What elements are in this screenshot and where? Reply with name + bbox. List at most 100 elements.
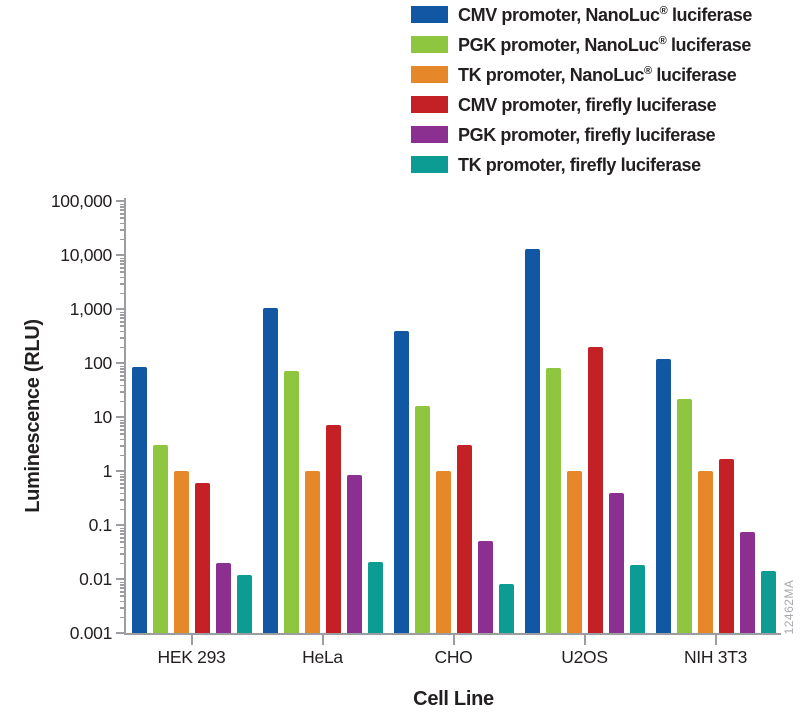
bar-series2-u2os	[545, 368, 561, 633]
y-minor-tick	[120, 391, 126, 393]
y-minor-tick	[120, 473, 126, 475]
bar-series5-hek293	[215, 562, 231, 633]
y-minor-tick	[120, 541, 126, 543]
y-minor-tick	[120, 429, 126, 431]
x-category-label: U2OS	[561, 647, 608, 667]
y-minor-tick	[120, 257, 126, 259]
y-major-tick	[116, 632, 126, 634]
x-category-tick	[583, 635, 586, 645]
y-minor-tick	[120, 492, 126, 494]
bar-series2-hek293	[152, 445, 168, 633]
y-minor-tick	[120, 527, 126, 529]
legend-label: PGK promoter, NanoLuc® luciferase	[458, 35, 751, 55]
y-minor-tick	[120, 537, 126, 539]
legend-label: TK promoter, NanoLuc® luciferase	[458, 65, 737, 85]
y-minor-tick	[120, 292, 126, 295]
bar-series4-nih3t3	[718, 458, 734, 633]
y-minor-tick	[120, 311, 126, 313]
y-major-tick	[116, 362, 126, 364]
y-minor-tick	[120, 384, 126, 386]
bar-series3-hela	[304, 471, 320, 633]
bar-series5-hela	[346, 474, 362, 633]
x-category-tick	[452, 635, 455, 645]
y-minor-tick	[120, 607, 126, 609]
legend-swatch-icon	[411, 96, 448, 113]
y-tick-label: 1,000	[69, 299, 113, 319]
x-category-label: NIH 3T3	[683, 647, 748, 667]
bar-series1-hek293	[131, 366, 147, 633]
legend-swatch-icon	[411, 156, 448, 173]
y-tick-label: 0.01	[79, 569, 112, 589]
y-major-tick	[116, 524, 126, 526]
y-minor-tick	[120, 206, 126, 208]
y-minor-tick	[120, 325, 126, 327]
x-category-tick	[321, 635, 324, 645]
y-minor-tick	[120, 595, 126, 597]
y-minor-tick	[120, 375, 126, 377]
bar-series6-cho	[498, 584, 514, 633]
y-major-tick	[116, 254, 126, 256]
y-major-tick	[116, 200, 126, 202]
legend-label: PGK promoter, firefly luciferase	[458, 125, 716, 145]
y-minor-tick	[120, 365, 126, 367]
bar-series3-cho	[435, 471, 451, 633]
y-minor-tick	[120, 337, 126, 339]
y-minor-tick	[120, 581, 126, 583]
y-minor-tick	[120, 203, 126, 205]
y-minor-tick	[120, 499, 126, 501]
legend-label: TK promoter, firefly luciferase	[458, 155, 701, 175]
y-tick-label: 10,000	[60, 245, 112, 265]
y-minor-tick	[120, 271, 126, 273]
bar-series6-hela	[367, 561, 383, 633]
y-minor-tick	[120, 445, 126, 447]
watermark: 12462MA	[782, 579, 796, 635]
y-minor-tick	[120, 530, 126, 532]
x-category-tick	[190, 635, 193, 645]
bar-series5-cho	[477, 541, 493, 633]
y-minor-tick	[120, 263, 126, 265]
y-minor-tick	[120, 584, 126, 586]
bar-series1-hela	[262, 307, 278, 633]
y-minor-tick	[120, 508, 126, 511]
legend-swatch-icon	[411, 6, 448, 23]
y-minor-tick	[120, 368, 126, 370]
y-tick-label: 100	[83, 353, 113, 373]
bar-series5-u2os	[608, 492, 624, 633]
registered-trademark-symbol: ®	[644, 65, 652, 77]
bar-series1-cho	[393, 330, 409, 633]
x-axis-line	[124, 633, 781, 635]
y-major-tick	[116, 470, 126, 472]
y-minor-tick	[120, 260, 126, 262]
registered-trademark-symbol: ®	[659, 5, 668, 17]
y-minor-tick	[120, 422, 126, 424]
bar-series6-hek293	[236, 574, 252, 633]
legend-label: CMV promoter, NanoLuc® luciferase	[458, 5, 752, 25]
y-minor-tick	[120, 553, 126, 555]
y-minor-tick	[120, 276, 126, 278]
y-tick-label: 0.1	[88, 515, 113, 535]
y-minor-tick	[120, 476, 126, 478]
y-minor-tick	[120, 546, 126, 548]
y-minor-tick	[120, 616, 126, 619]
y-tick-label: 10	[93, 407, 112, 427]
y-major-tick	[116, 308, 126, 310]
bar-series1-u2os	[524, 248, 540, 633]
y-tick-label: 0.001	[69, 623, 113, 643]
y-minor-tick	[120, 454, 126, 457]
legend-swatch-icon	[411, 126, 448, 143]
y-minor-tick	[120, 562, 126, 565]
y-major-tick	[116, 578, 126, 580]
y-minor-tick	[120, 213, 126, 215]
bar-series2-nih3t3	[676, 398, 692, 633]
legend-swatch-icon	[411, 36, 448, 53]
y-minor-tick	[120, 229, 126, 231]
y-minor-tick	[120, 217, 126, 219]
bar-series6-u2os	[629, 565, 645, 633]
bar-series4-hela	[325, 425, 341, 633]
y-minor-tick	[120, 487, 126, 489]
y-minor-tick	[120, 483, 126, 485]
x-category-label: HeLa	[302, 647, 343, 667]
bar-series3-u2os	[566, 471, 582, 633]
x-category-tick	[714, 635, 717, 645]
